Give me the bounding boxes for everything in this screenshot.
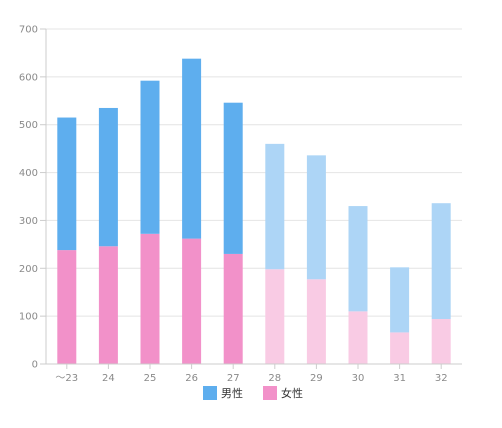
x-tick-label: 29 bbox=[310, 373, 323, 384]
bar-female bbox=[140, 233, 160, 364]
bar-female bbox=[348, 311, 368, 364]
bar-female bbox=[57, 250, 77, 364]
y-tick-label: 700 bbox=[19, 25, 38, 36]
legend-label: 女性 bbox=[281, 386, 303, 400]
bar-male bbox=[348, 206, 368, 312]
bar-female bbox=[223, 253, 243, 364]
x-tick-label: 26 bbox=[185, 373, 198, 384]
x-tick-label: 25 bbox=[144, 373, 157, 384]
bar-male bbox=[223, 102, 243, 254]
bar-male bbox=[57, 117, 77, 251]
bar-female bbox=[98, 246, 118, 364]
y-tick-label: 0 bbox=[32, 360, 38, 371]
legend-swatch bbox=[263, 386, 277, 400]
y-tick-label: 300 bbox=[19, 216, 38, 227]
y-tick-label: 500 bbox=[19, 120, 38, 131]
x-tick-label: 31 bbox=[393, 373, 406, 384]
bar-female bbox=[306, 279, 326, 364]
x-tick-label: 32 bbox=[435, 373, 448, 384]
bar-female bbox=[390, 332, 410, 364]
y-tick-label: 100 bbox=[19, 312, 38, 323]
y-tick-label: 200 bbox=[19, 264, 38, 275]
y-tick-label: 400 bbox=[19, 168, 38, 179]
x-tick-label: ～23 bbox=[55, 373, 78, 384]
x-tick-label: 30 bbox=[352, 373, 365, 384]
bar-female bbox=[431, 319, 451, 364]
x-axis-ticks: ～23 24 25 26 27 28 29 30 31 32 bbox=[55, 364, 448, 384]
bar-male bbox=[390, 267, 410, 333]
x-tick-label: 27 bbox=[227, 373, 240, 384]
y-axis-ticks: 0 100 200 300 400 500 600 700 bbox=[19, 25, 46, 371]
bar-male bbox=[98, 107, 118, 247]
bars bbox=[57, 58, 451, 364]
legend-swatch bbox=[203, 386, 217, 400]
y-tick-label: 600 bbox=[19, 72, 38, 83]
x-tick-label: 28 bbox=[268, 373, 281, 384]
legend-label: 男性 bbox=[221, 386, 243, 400]
bar-male bbox=[182, 58, 202, 239]
bar-female bbox=[182, 238, 202, 364]
bar-male bbox=[140, 80, 160, 234]
bar-female bbox=[265, 269, 285, 364]
x-tick-label: 24 bbox=[102, 373, 115, 384]
legend: 男性 女性 bbox=[203, 386, 303, 400]
bar-male bbox=[431, 203, 451, 320]
bar-male bbox=[265, 143, 285, 270]
bar-male bbox=[306, 155, 326, 280]
